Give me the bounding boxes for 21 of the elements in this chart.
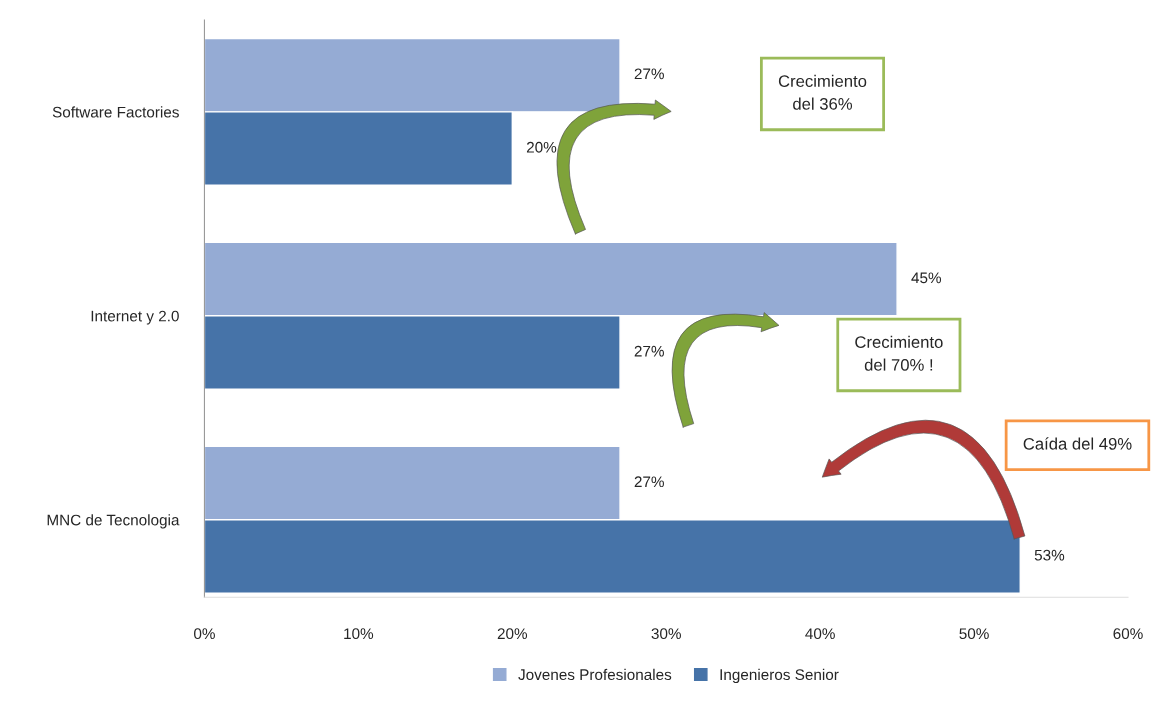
- data-label: 53%: [1034, 549, 1065, 561]
- x-tick-label: 30%: [651, 628, 681, 640]
- annotation: Crecimiento del 36%: [778, 74, 867, 110]
- x-tick-label: 0%: [194, 628, 215, 640]
- x-tick-label: 20%: [497, 628, 528, 640]
- legend-label: Ingenieros Senior: [720, 668, 839, 684]
- legend-label: Jovenes Profesionales: [518, 668, 672, 681]
- data-label: 20%: [526, 141, 557, 153]
- data-label: 27%: [634, 345, 664, 357]
- annotation: Crecimiento del 70% !: [855, 335, 943, 371]
- data-label: 27%: [634, 476, 664, 488]
- data-label: 27%: [634, 68, 664, 80]
- x-tick-label: 10%: [344, 628, 374, 640]
- annotation: Caída del 49%: [1023, 437, 1132, 450]
- y-tick-label: Internet y 2.0: [91, 310, 179, 325]
- x-tick-label: 50%: [959, 628, 989, 640]
- x-tick-label: 60%: [1113, 628, 1143, 640]
- x-tick-label: 40%: [805, 628, 835, 640]
- y-tick-label: MNC de Tecnologia: [47, 514, 180, 529]
- data-label: 45%: [911, 272, 942, 284]
- y-tick-label: Software Factories: [52, 106, 179, 118]
